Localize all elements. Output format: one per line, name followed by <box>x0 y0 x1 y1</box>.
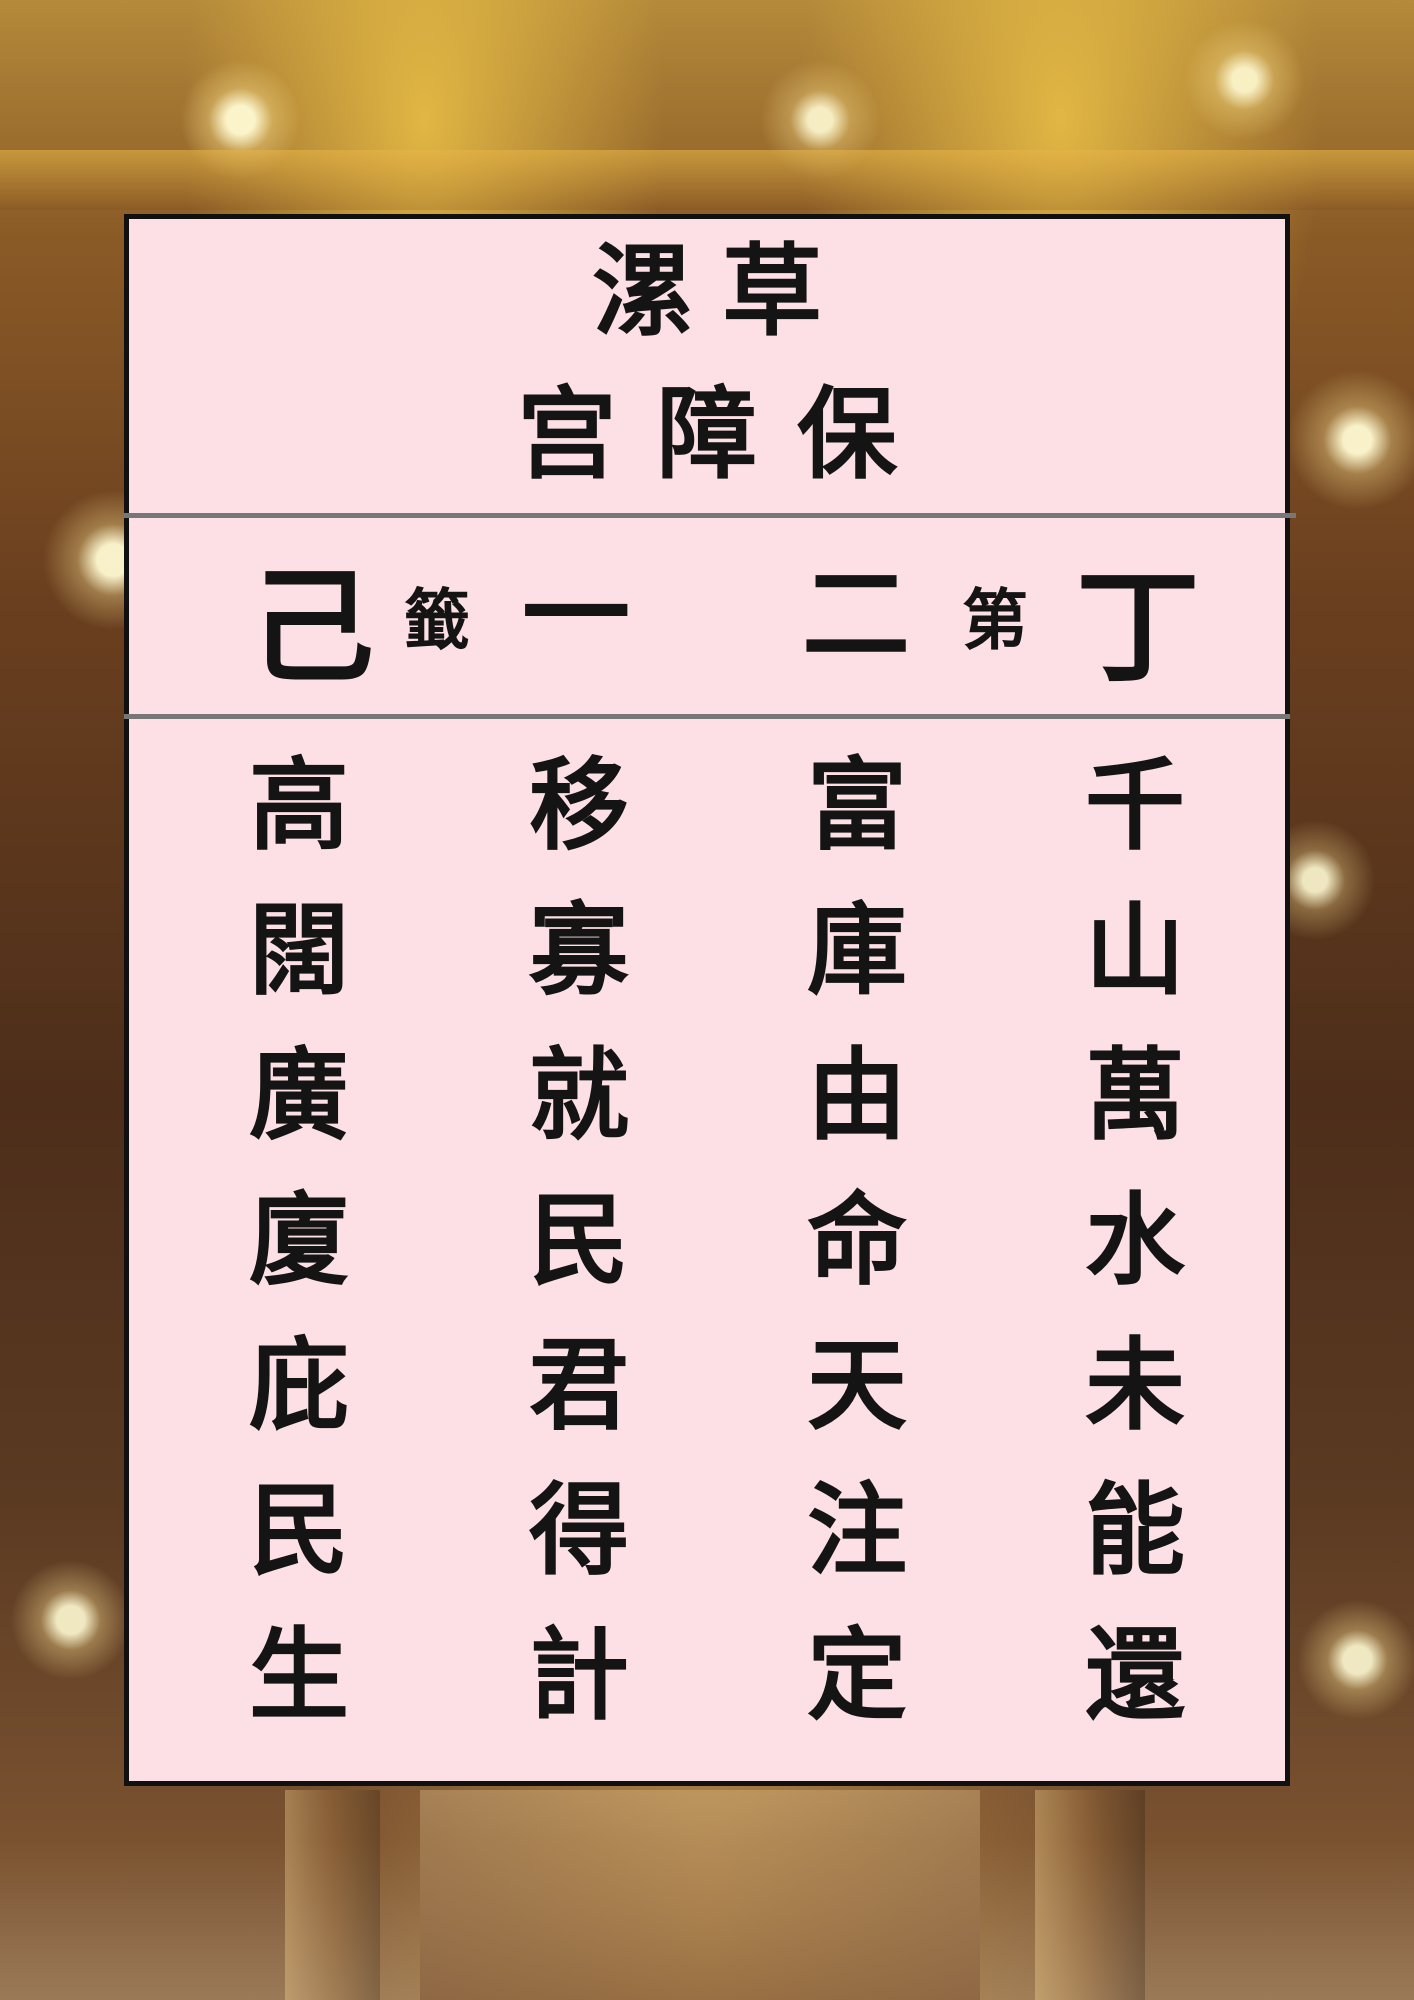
lot-number-1: 一 <box>522 553 631 678</box>
temple-title-line2: 宫障保 <box>517 376 937 493</box>
poem-char: 計 <box>529 1617 629 1734</box>
poem-char: 闊 <box>249 892 349 1009</box>
poem-char: 庇 <box>249 1327 349 1444</box>
poem-char: 高 <box>249 747 349 864</box>
poem-char: 山 <box>1085 892 1185 1009</box>
poem-char: 千 <box>1085 747 1185 864</box>
poem-char: 廣 <box>249 1037 349 1154</box>
poem-char: 民 <box>249 1472 349 1589</box>
poem-char: 萬 <box>1085 1037 1185 1154</box>
poem-char: 庫 <box>807 892 907 1009</box>
poem-char: 水 <box>1085 1182 1185 1299</box>
poem-char: 富 <box>807 747 907 864</box>
poem-char: 廈 <box>249 1182 349 1299</box>
poem-char: 君 <box>529 1327 629 1444</box>
background-pillar <box>285 1790 380 2000</box>
poem-char: 移 <box>529 747 629 864</box>
poem-char: 能 <box>1085 1472 1185 1589</box>
background-ornament-trim <box>0 150 1414 210</box>
lot-stem-right: 丁 <box>1076 556 1201 700</box>
poem-char: 生 <box>249 1617 349 1734</box>
lot-label-qian: 籤 <box>404 582 470 659</box>
poem-char: 就 <box>529 1037 629 1154</box>
background-pillar <box>1035 1790 1145 2000</box>
fortune-poem-panel <box>124 214 1290 1786</box>
lot-number-2: 二 <box>802 553 911 678</box>
background-altar <box>420 1790 980 2000</box>
lot-stem-left: 己 <box>250 556 375 700</box>
poem-char: 未 <box>1085 1327 1185 1444</box>
lot-label-di: 第 <box>962 582 1028 659</box>
poem-char: 天 <box>807 1327 907 1444</box>
poem-char: 民 <box>529 1182 629 1299</box>
poem-char: 寡 <box>529 892 629 1009</box>
poem-char: 命 <box>807 1182 907 1299</box>
temple-title-line1: 漯草 <box>592 233 852 350</box>
poem-char: 注 <box>807 1472 907 1589</box>
poem-char: 由 <box>807 1037 907 1154</box>
poem-char: 還 <box>1085 1617 1185 1734</box>
poem-char: 得 <box>529 1472 629 1589</box>
signature-divider <box>124 714 1290 719</box>
title-divider <box>124 513 1296 518</box>
poem-char: 定 <box>807 1617 907 1734</box>
